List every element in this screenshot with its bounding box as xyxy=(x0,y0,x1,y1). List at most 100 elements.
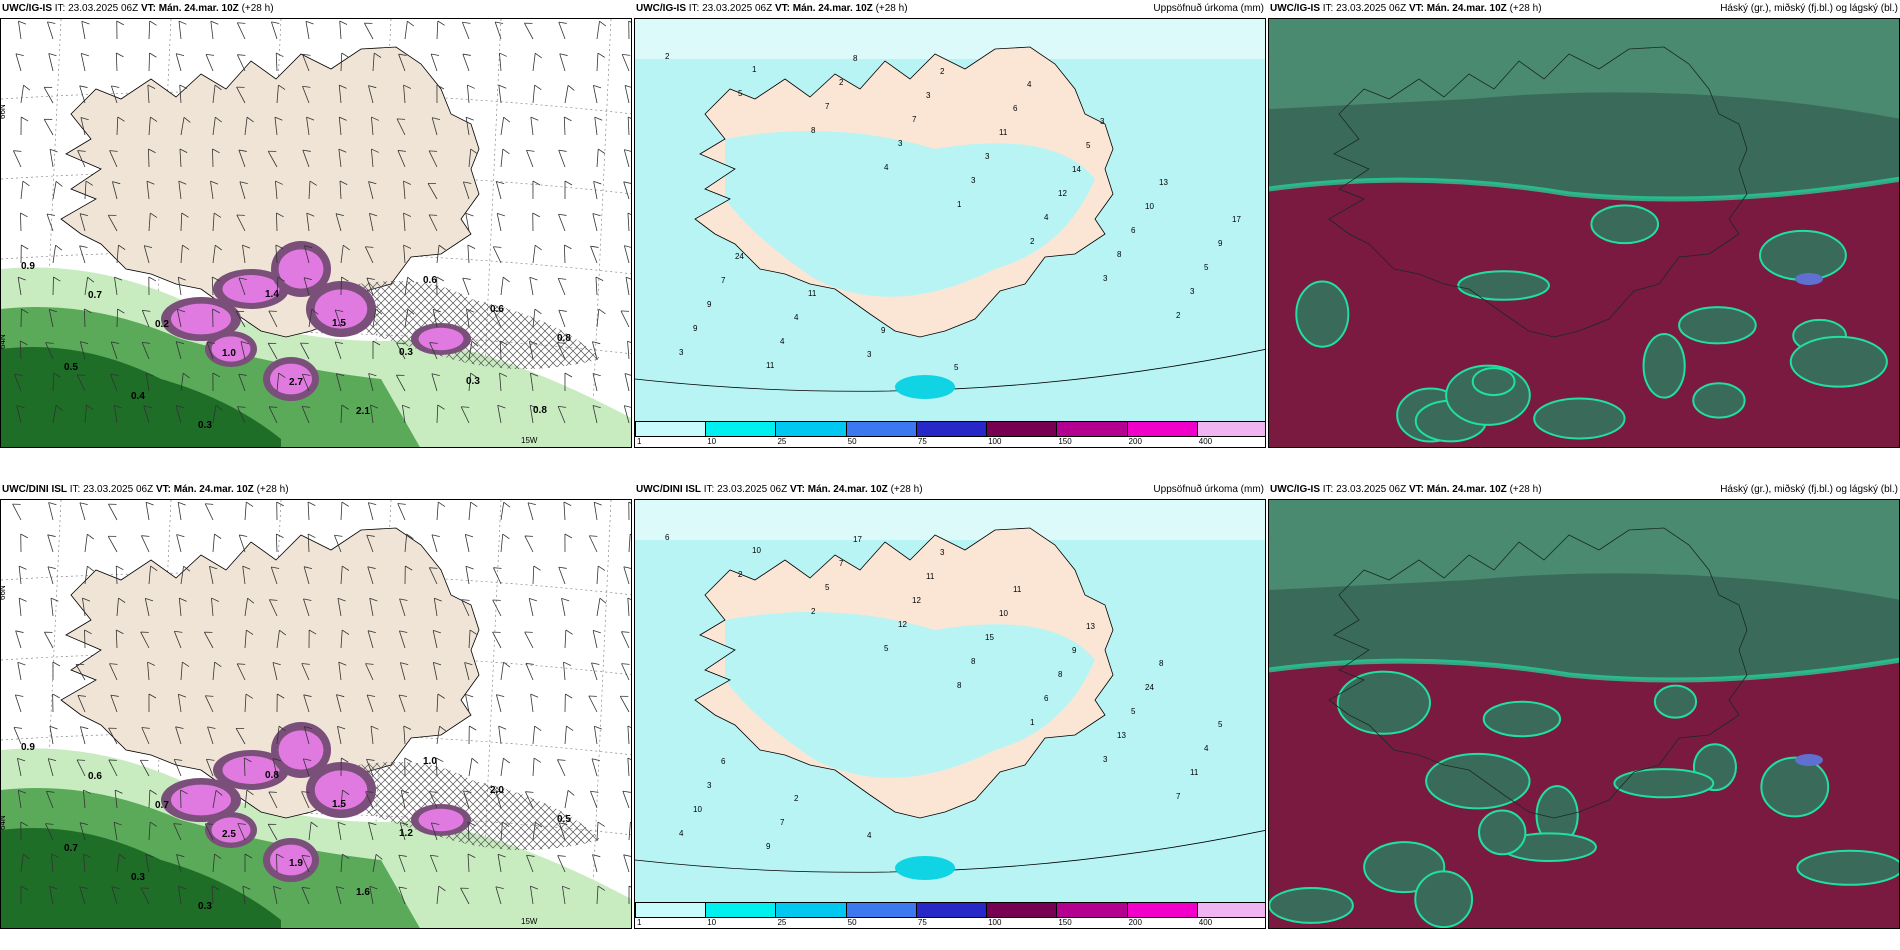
colorbar-segment xyxy=(986,421,1058,437)
it-value: 23.03.2025 06Z xyxy=(1336,484,1407,495)
precip-amount-label: 8 xyxy=(853,54,858,63)
panel-header: UWC/IG-IS IT: 23.03.2025 06Z VT: Mán. 24… xyxy=(634,0,1266,18)
precip-amount-label: 8 xyxy=(957,681,962,690)
colorbar-tick: 25 xyxy=(777,437,787,446)
colorbar-segment xyxy=(1196,421,1265,437)
panel-title: Uppsöfnuð úrkoma (mm) xyxy=(1153,3,1264,14)
cloud-cover-map[interactable] xyxy=(1268,499,1900,929)
precip-amount-label: 10 xyxy=(1145,202,1154,211)
cloud-cover-map[interactable] xyxy=(1268,18,1900,448)
vt-label: VT: xyxy=(155,484,171,495)
colorbar-segment xyxy=(845,421,917,437)
colorbar-tick: 400 xyxy=(1198,437,1213,446)
precip-rate-label: 1.9 xyxy=(289,858,303,869)
colorbar-tick: 1 xyxy=(637,918,642,927)
precip-rate-label: 0.9 xyxy=(21,261,35,272)
precip-amount-label: 1 xyxy=(1030,718,1035,727)
model-label: UWC/IG-IS xyxy=(1270,3,1320,14)
colorbar-segment xyxy=(1126,421,1198,437)
it-value: 23.03.2025 06Z xyxy=(717,484,788,495)
latitude-label: 66N xyxy=(1,585,7,600)
latitude-label: 66N xyxy=(1,104,7,119)
precip-amount-label: 5 xyxy=(1204,263,1209,272)
precip-rate-label: 0.2 xyxy=(155,319,169,330)
model-label: UWC/DINI ISL xyxy=(636,484,701,495)
colorbar-tick: 200 xyxy=(1128,918,1142,927)
model-label: UWC/IG-IS xyxy=(1270,484,1320,495)
precip-rate-label: 2.7 xyxy=(289,377,303,388)
vt-value: Mán. 24.mar. 10Z xyxy=(173,484,254,495)
vt-label: VT: xyxy=(789,484,805,495)
colorbar-segment xyxy=(1126,902,1198,918)
precip-amount-label: 13 xyxy=(1086,622,1095,631)
colorbar-segment xyxy=(1196,902,1265,918)
precip-amount-label: 5 xyxy=(954,363,959,372)
precip-amount-label: 17 xyxy=(1232,215,1241,224)
precip-amount-label: 5 xyxy=(738,89,743,98)
precip-amount-label: 10 xyxy=(693,805,702,814)
precip-rate-label: 2.0 xyxy=(490,785,504,796)
colorbar-tick: 25 xyxy=(777,918,787,927)
precip-rate-label: 1.5 xyxy=(332,318,346,329)
wind-precip-map[interactable]: 0.9 0.7 0.2 1.0 2.7 2.1 0.6 0.6 0.8 0.5 0.4 0.3 1.4 1… xyxy=(0,18,632,448)
lead-time: (+28 h) xyxy=(1509,484,1542,495)
accum-precip-map[interactable]: 2 5 8 4 1 2 3 2 3 1 7 3 3 4 8 3 9 11 2 7 3 12 6 5 9 4 8 3 11 14 10 9 7 4 3… xyxy=(634,18,1266,448)
it-value: 23.03.2025 06Z xyxy=(83,484,154,495)
colorbar-tick: 50 xyxy=(847,437,857,446)
longitude-label: 15W xyxy=(521,436,538,445)
precip-amount-label: 9 xyxy=(1072,646,1077,655)
wind-map-canvas: 0.9 0.6 0.7 2.5 1.9 1.6 1.0 2.0 0.5 0.7 0.3 0.3 0.8 1… xyxy=(1,500,631,928)
colorbar-segment xyxy=(986,902,1058,918)
panel-cloud-top: UWC/IG-IS IT: 23.03.2025 06Z VT: Mán. 24… xyxy=(1268,0,1900,448)
precip-amount-label: 1 xyxy=(752,65,757,74)
precip-amount-label: 2 xyxy=(794,794,799,803)
it-label: IT: xyxy=(1322,3,1334,14)
precip-amount-label: 8 xyxy=(971,657,976,666)
wind-precip-map[interactable]: 0.9 0.6 0.7 2.5 1.9 1.6 1.0 2.0 0.5 0.7 0.3 0.3 0.8 1… xyxy=(0,499,632,929)
precip-rate-label: 0.5 xyxy=(557,814,571,825)
precip-rate-label: 0.3 xyxy=(466,376,480,387)
precip-amount-label: 7 xyxy=(780,818,785,827)
it-label: IT: xyxy=(688,3,700,14)
colorbar-segment xyxy=(635,902,707,918)
lead-time: (+28 h) xyxy=(241,3,274,14)
panel-title: Háský (gr.), miðský (fj.bl.) og lágský (… xyxy=(1720,3,1898,14)
colorbar-tick: 100 xyxy=(988,437,1002,446)
precip-amount-label: 5 xyxy=(1131,707,1136,716)
precip-amount-label: 7 xyxy=(721,276,726,285)
precip-rate-label: 0.8 xyxy=(265,770,279,781)
colorbar-segment xyxy=(915,902,988,918)
precip-rate-label: 1.0 xyxy=(423,756,437,767)
precip-rate-label: 0.4 xyxy=(131,391,145,402)
precip-amount-label: 4 xyxy=(884,163,889,172)
precip-rate-label: 2.1 xyxy=(356,406,370,417)
precip-amount-label: 13 xyxy=(1159,178,1168,187)
precip-amount-label: 7 xyxy=(1176,792,1181,801)
colorbar-segment xyxy=(775,421,847,437)
precip-amount-label: 5 xyxy=(884,644,889,653)
precip-amount-label: 7 xyxy=(839,559,844,568)
colorbar-tick: 1 xyxy=(637,437,642,446)
cloud-map-canvas xyxy=(1269,19,1899,447)
precip-amount-label: 5 xyxy=(825,583,830,592)
vt-label: VT: xyxy=(1408,3,1424,14)
colorbar-tick: 200 xyxy=(1128,437,1142,446)
latitude-label: 64N xyxy=(1,334,7,349)
precip-amount-label: 11 xyxy=(808,289,817,298)
panel-title: Háský (gr.), miðský (fj.bl.) og lágský (… xyxy=(1720,484,1898,495)
precip-amount-label: 9 xyxy=(766,842,771,851)
accum-precip-map[interactable]: 6 2 2 5 8 1 3 7 4 10 5 12 8 6 13 11 10 9 7 12 15 8 5 4 3 7 17 11 10 9… xyxy=(634,499,1266,929)
precip-amount-label: 9 xyxy=(881,326,886,335)
precip-amount-label: 8 xyxy=(1058,670,1063,679)
it-label: IT: xyxy=(703,484,715,495)
colorbar-segment xyxy=(705,902,777,918)
wind-barbs xyxy=(13,20,631,424)
latitude-label: 64N xyxy=(1,815,7,830)
precip-rate-label: 0.8 xyxy=(533,405,547,416)
precip-rate-label: 0.7 xyxy=(155,800,169,811)
longitude-label: 15W xyxy=(521,917,538,926)
wind-map-canvas: 0.9 0.7 0.2 1.0 2.7 2.1 0.6 0.6 0.8 0.5 0.4 0.3 1.4 1… xyxy=(1,19,631,447)
precip-amount-label: 9 xyxy=(1218,239,1223,248)
precip-amount-label: 4 xyxy=(1204,744,1209,753)
precip-amount-label: 8 xyxy=(811,126,816,135)
